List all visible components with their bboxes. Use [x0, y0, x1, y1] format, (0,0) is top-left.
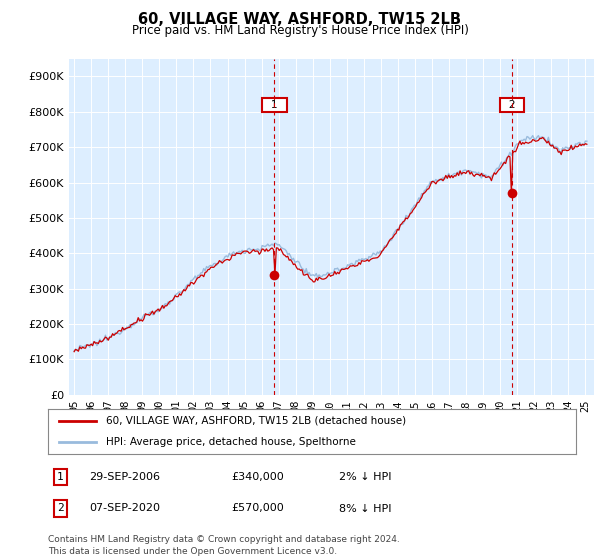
Text: HPI: Average price, detached house, Spelthorne: HPI: Average price, detached house, Spel… [106, 436, 356, 446]
Text: 07-SEP-2020: 07-SEP-2020 [89, 503, 160, 514]
Text: £340,000: £340,000 [231, 472, 284, 482]
Bar [577, 59, 594, 395]
Text: 1: 1 [57, 472, 64, 482]
Text: 2: 2 [502, 100, 522, 110]
Text: £570,000: £570,000 [231, 503, 284, 514]
Text: 2% ↓ HPI: 2% ↓ HPI [339, 472, 391, 482]
Text: 1: 1 [264, 100, 284, 110]
Text: 2: 2 [57, 503, 64, 514]
Text: 8% ↓ HPI: 8% ↓ HPI [339, 503, 391, 514]
Text: Contains HM Land Registry data © Crown copyright and database right 2024.
This d: Contains HM Land Registry data © Crown c… [48, 535, 400, 556]
Text: 29-SEP-2006: 29-SEP-2006 [89, 472, 160, 482]
Text: 60, VILLAGE WAY, ASHFORD, TW15 2LB: 60, VILLAGE WAY, ASHFORD, TW15 2LB [139, 12, 461, 27]
Text: 60, VILLAGE WAY, ASHFORD, TW15 2LB (detached house): 60, VILLAGE WAY, ASHFORD, TW15 2LB (deta… [106, 416, 406, 426]
Text: Price paid vs. HM Land Registry's House Price Index (HPI): Price paid vs. HM Land Registry's House … [131, 24, 469, 36]
